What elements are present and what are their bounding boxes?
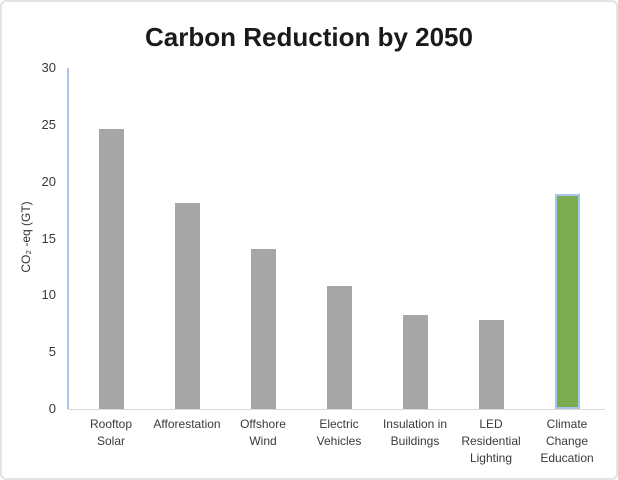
x-category-label: Rooftop Solar (89, 417, 133, 448)
x-category-label: Climate Change Education (540, 417, 594, 465)
x-axis-line (68, 409, 605, 410)
y-tick-label: 5 (48, 344, 56, 360)
y-tick-label: 0 (48, 401, 56, 416)
y-axis-label: CO₂ -eq (GT) (19, 201, 33, 273)
bar-rooftop-solar (98, 129, 124, 409)
bar-led-residential-lighting (478, 320, 504, 409)
y-tick-label: 20 (41, 173, 56, 189)
x-category-label: Electric Vehicles (316, 417, 362, 448)
bar-electric-vehicles (326, 286, 352, 409)
chart-title: Carbon Reduction by 2050 (145, 22, 473, 52)
x-category-label: Offshore Wind (240, 417, 286, 448)
x-category-label: LED Residential Lighting (461, 417, 521, 465)
x-category-label: Afforestation (153, 417, 221, 431)
bar-climate-change-education (554, 194, 580, 409)
y-tick-label: 30 (41, 60, 56, 75)
x-category-label: Insulation in Buildings (382, 417, 448, 448)
y-tick-label: 25 (41, 116, 56, 132)
y-tick-label: 10 (41, 287, 56, 303)
y-axis-line (67, 68, 69, 409)
bar-afforestation (174, 203, 200, 409)
bar-insulation-in-buildings (402, 315, 428, 409)
bar-offshore-wind (250, 249, 276, 409)
y-tick-label: 15 (41, 230, 56, 246)
